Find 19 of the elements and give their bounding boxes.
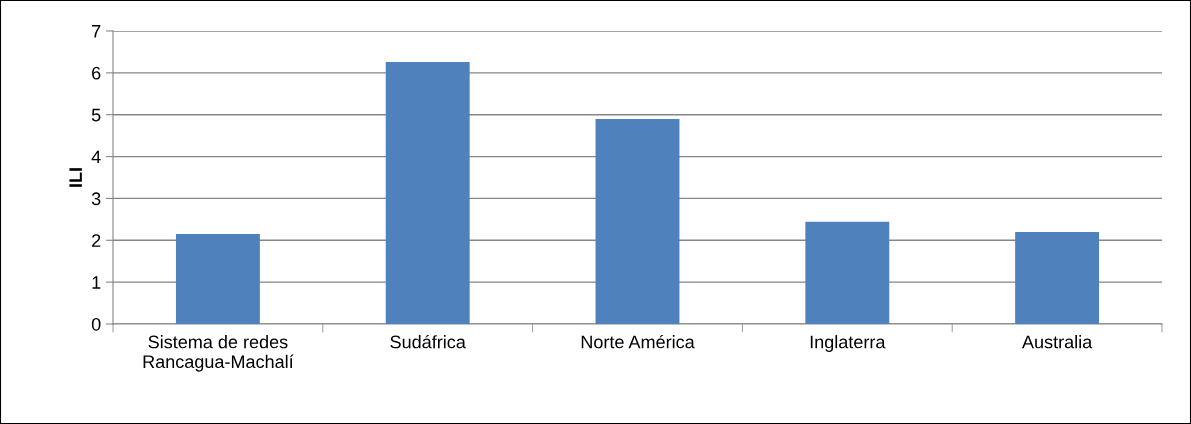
x-tick-label: Inglaterra [810,335,886,352]
x-tick-label: Norte América [581,334,695,349]
bar [385,61,470,324]
y-tick-label: 4 [91,150,101,164]
x-tick-label: Sistema de redes Rancagua-Machalí [143,335,294,372]
y-tick-label: 6 [92,66,101,80]
y-tick-label: 7 [92,25,101,38]
y-tick-label: 5 [91,108,101,122]
bar [595,118,680,324]
bar [805,221,890,324]
bar [1015,231,1100,324]
x-tick-label: Australia [1022,335,1093,349]
x-tick-label: Sudáfrica [390,334,466,349]
y-tick-label: 3 [91,192,101,206]
bar [175,234,260,324]
y-axis-title: ILI [69,168,82,187]
y-tick-label: 0 [91,317,101,331]
y-tick-label: 1 [92,276,101,289]
y-tick-label: 2 [92,234,101,247]
